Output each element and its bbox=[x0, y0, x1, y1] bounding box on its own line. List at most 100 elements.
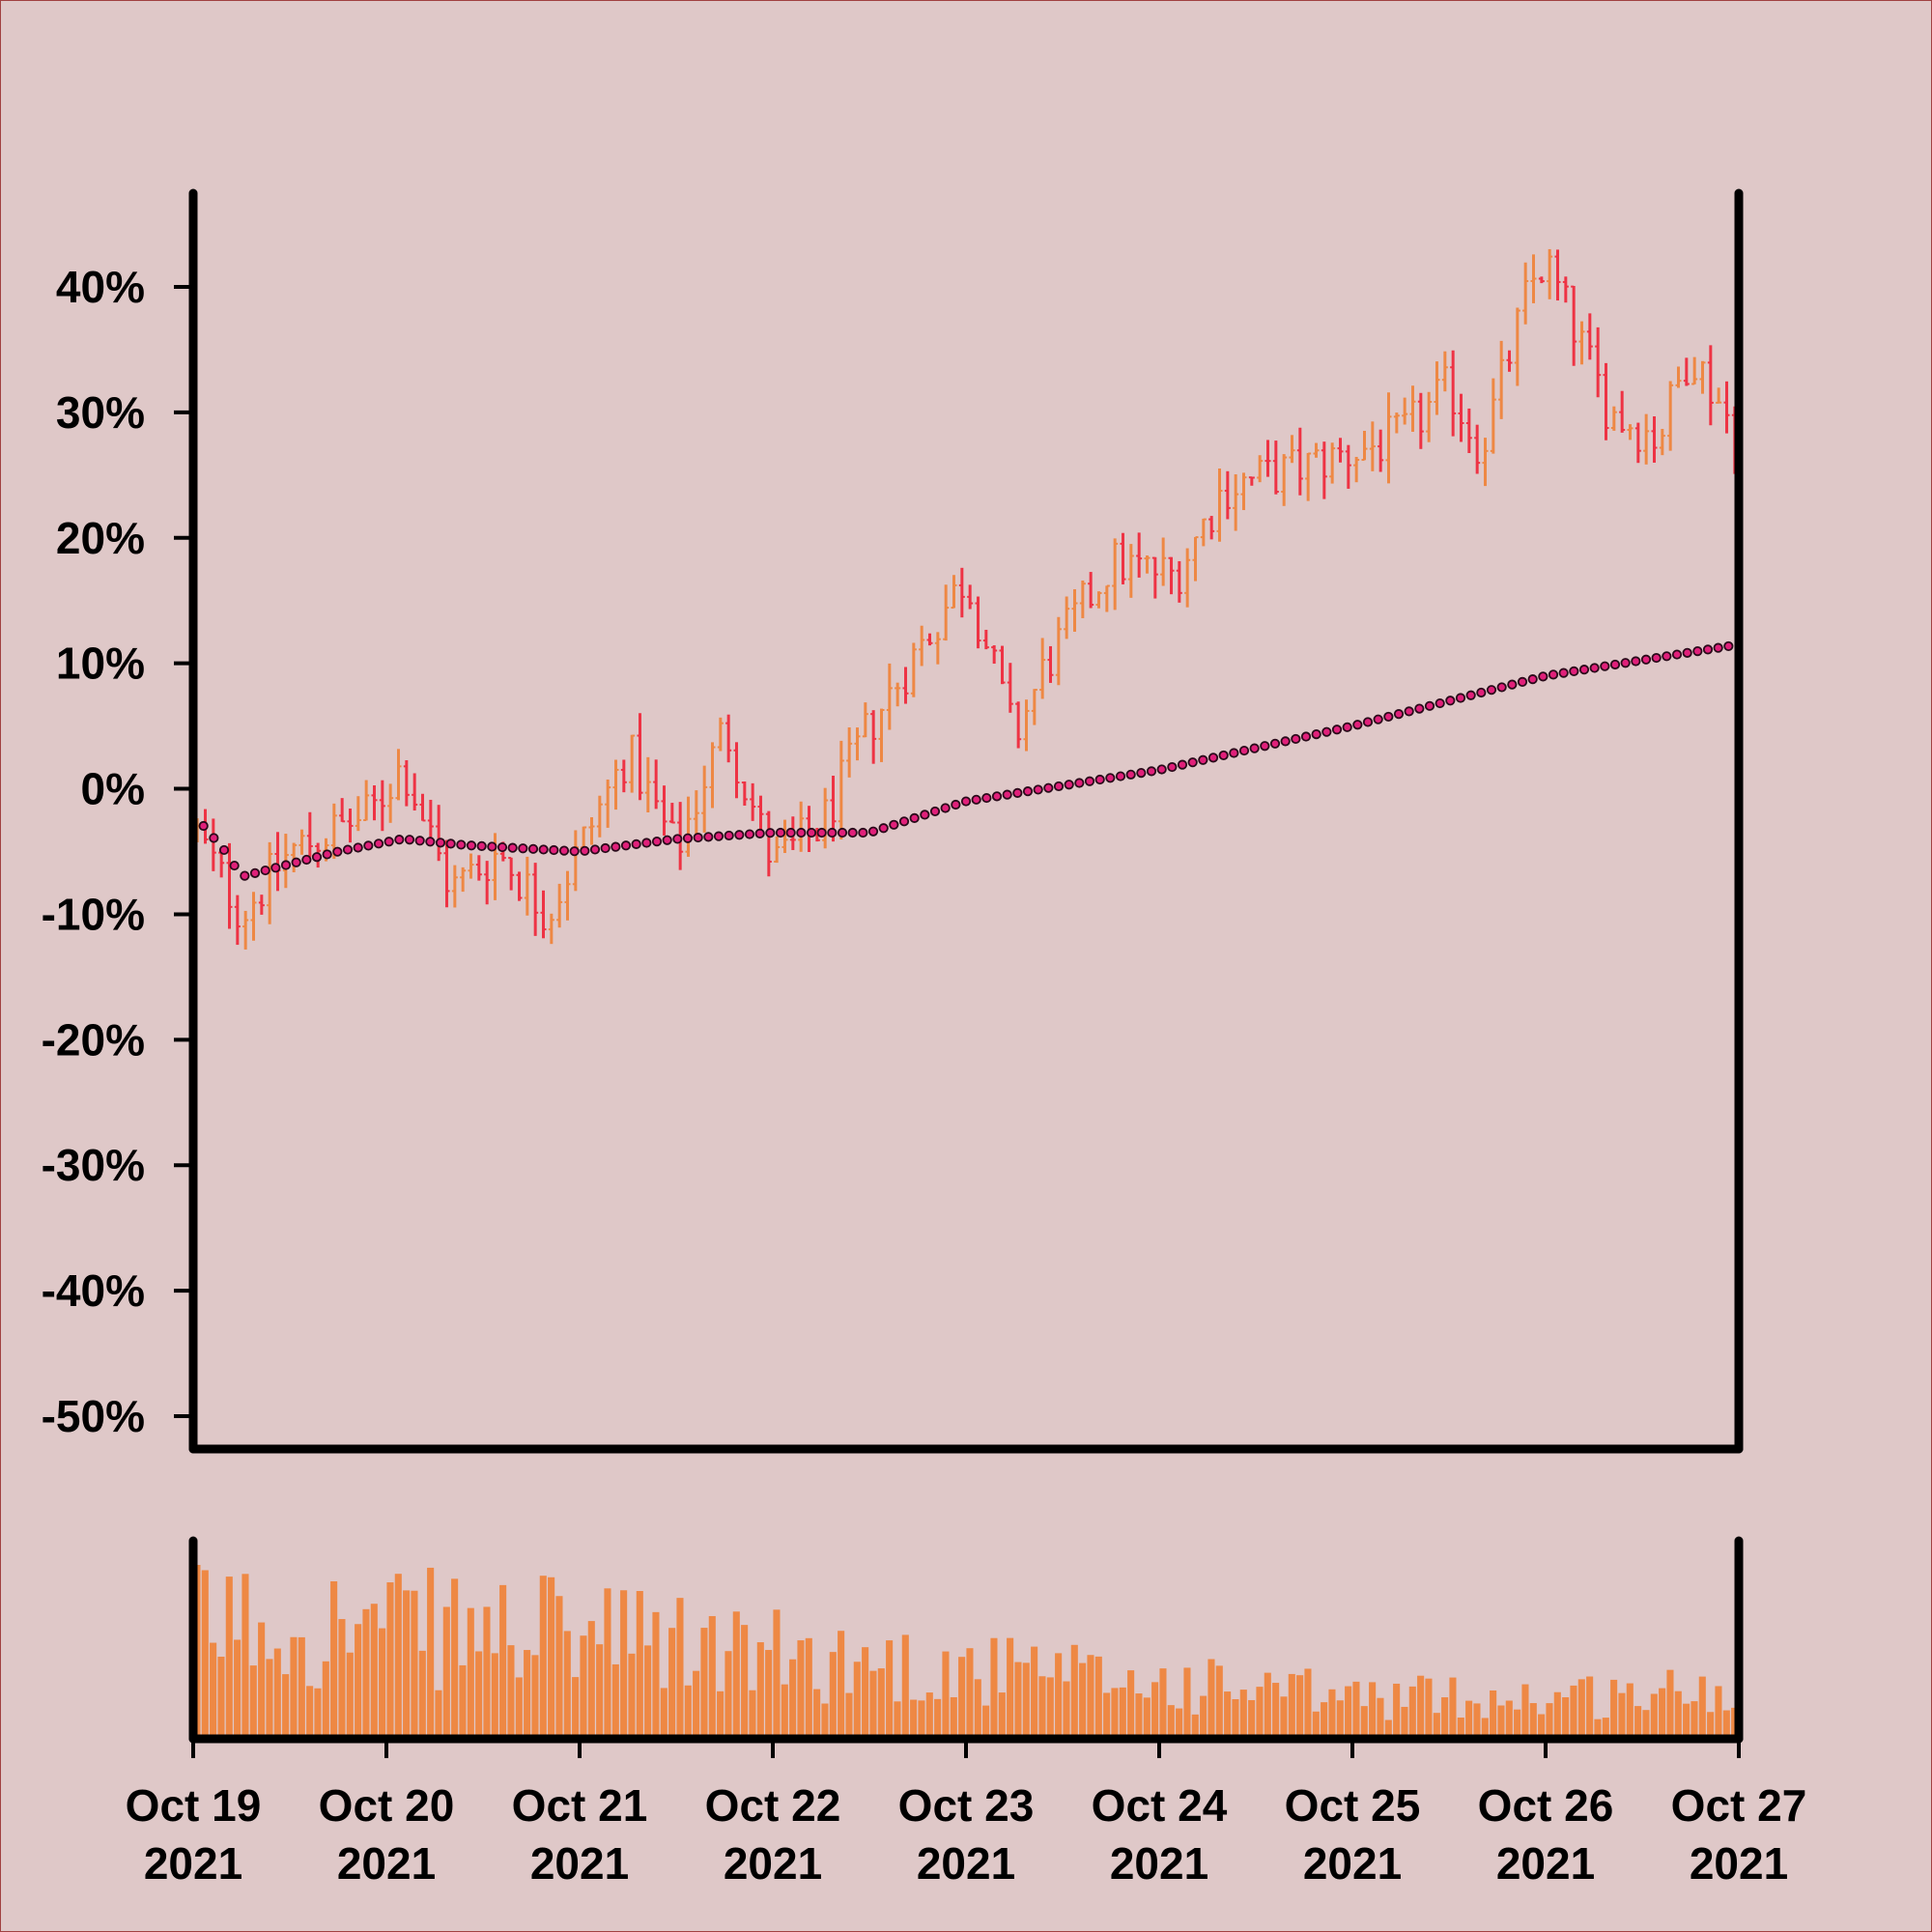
volume-bar bbox=[1546, 1703, 1553, 1739]
volume-bar bbox=[1014, 1662, 1022, 1739]
moving-average-point bbox=[1609, 659, 1621, 670]
ohlc-bar bbox=[612, 759, 619, 810]
moving-average-point bbox=[858, 827, 868, 838]
ohlc-bar bbox=[1233, 474, 1239, 531]
moving-average-point bbox=[765, 828, 776, 838]
ohlc-bar bbox=[226, 842, 233, 929]
ohlc-bar bbox=[1369, 421, 1376, 471]
volume-bar bbox=[998, 1692, 1006, 1739]
volume-bar bbox=[314, 1688, 322, 1739]
volume-bar bbox=[853, 1662, 861, 1739]
x-tick-label-year: 2021 bbox=[1690, 1838, 1788, 1889]
volume-bar bbox=[427, 1567, 435, 1739]
volume-bar bbox=[418, 1650, 426, 1739]
ohlc-bar bbox=[1595, 327, 1602, 398]
volume-bar bbox=[1070, 1644, 1078, 1739]
moving-average-point bbox=[1280, 736, 1291, 747]
volume-bar bbox=[604, 1588, 611, 1739]
ohlc-bar bbox=[1562, 276, 1569, 303]
volume-bar bbox=[1401, 1706, 1408, 1739]
ohlc-bar bbox=[774, 836, 781, 864]
volume-bar bbox=[1634, 1706, 1642, 1739]
volume-panel: Oct 19 2021 Oct 20 2021 Oct 21 2021 Oct 22 2021… bbox=[126, 1536, 1807, 1889]
volume-bar bbox=[539, 1576, 547, 1739]
moving-average-point bbox=[816, 827, 827, 838]
y-tick-label: -40% bbox=[42, 1265, 145, 1316]
volume-bar bbox=[242, 1574, 249, 1739]
moving-average-point bbox=[270, 863, 281, 873]
volume-bar bbox=[1659, 1688, 1666, 1739]
moving-average-point bbox=[1022, 786, 1034, 797]
volume-bar bbox=[1722, 1710, 1730, 1739]
moving-average-point bbox=[867, 826, 879, 837]
ohlc-bar bbox=[701, 765, 708, 833]
ohlc-bar bbox=[516, 871, 523, 901]
volume-bar bbox=[805, 1637, 812, 1739]
volume-bar bbox=[338, 1619, 346, 1739]
volume-bar bbox=[435, 1690, 442, 1739]
y-tick-label: 20% bbox=[56, 513, 145, 563]
moving-average-point bbox=[1558, 668, 1569, 678]
volume-bar bbox=[869, 1670, 877, 1739]
volume-bar bbox=[548, 1577, 555, 1739]
moving-average-point bbox=[651, 837, 663, 847]
x-tick-label-year: 2021 bbox=[530, 1838, 629, 1889]
volume-bar bbox=[507, 1645, 515, 1739]
ohlc-bar bbox=[395, 749, 402, 801]
volume-bar bbox=[1103, 1692, 1111, 1739]
ohlc-bar bbox=[596, 795, 603, 838]
moving-average-point bbox=[1662, 651, 1672, 662]
ohlc-bar bbox=[1200, 518, 1207, 547]
moving-average-point bbox=[322, 849, 332, 860]
moving-average-point bbox=[291, 857, 301, 867]
ohlc-bar bbox=[693, 790, 699, 839]
moving-average-point bbox=[1136, 768, 1147, 779]
volume-bar bbox=[266, 1659, 273, 1739]
volume-bar bbox=[475, 1651, 483, 1739]
volume-bar bbox=[886, 1640, 894, 1739]
moving-average-point bbox=[1043, 782, 1054, 793]
volume-bar bbox=[1449, 1677, 1457, 1739]
ohlc-bar bbox=[1506, 350, 1513, 372]
moving-average-point bbox=[878, 823, 889, 834]
ohlc-bar bbox=[1136, 532, 1143, 578]
volume-bar bbox=[676, 1598, 684, 1739]
ohlc-bar bbox=[1474, 424, 1481, 474]
moving-average-point bbox=[1300, 731, 1312, 742]
ohlc-bar bbox=[1144, 554, 1151, 574]
ohlc-bar bbox=[1055, 616, 1062, 686]
moving-average-point bbox=[414, 836, 425, 846]
ohlc-bar bbox=[1007, 663, 1013, 713]
ohlc-bar bbox=[1571, 285, 1577, 366]
moving-average-point bbox=[1208, 753, 1219, 763]
ohlc-bar bbox=[1047, 645, 1054, 683]
ohlc-bar bbox=[620, 759, 627, 793]
volume-bar bbox=[958, 1657, 966, 1739]
ohlc-bar bbox=[781, 819, 788, 854]
moving-average-point bbox=[1517, 676, 1528, 687]
ohlc-bar bbox=[1514, 307, 1520, 386]
ohlc-bar bbox=[1281, 454, 1288, 506]
x-tick-label-date: Oct 27 bbox=[1671, 1780, 1807, 1831]
moving-average-point bbox=[1651, 652, 1662, 664]
volume-bar bbox=[611, 1663, 619, 1739]
moving-average-point bbox=[991, 791, 1003, 802]
ohlc-bar bbox=[1417, 392, 1424, 449]
volume-bar bbox=[628, 1653, 636, 1739]
moving-average-point bbox=[373, 838, 384, 849]
ohlc-bar bbox=[958, 567, 965, 618]
moving-average-point bbox=[1156, 764, 1167, 775]
ohlc-bar bbox=[902, 667, 909, 704]
volume-bar bbox=[596, 1644, 604, 1739]
moving-average-point bbox=[1094, 774, 1105, 785]
ohlc-bar bbox=[1643, 413, 1650, 465]
ohlc-bar bbox=[1634, 422, 1641, 464]
volume-bar bbox=[1562, 1697, 1570, 1739]
volume-bar bbox=[910, 1699, 918, 1739]
ohlc-bar bbox=[1071, 588, 1078, 632]
ohlc-bar bbox=[637, 713, 643, 801]
ohlc-bar bbox=[661, 785, 668, 836]
ohlc-bar bbox=[1151, 556, 1158, 599]
moving-average-point bbox=[456, 839, 467, 850]
volume-bar bbox=[201, 1570, 209, 1739]
